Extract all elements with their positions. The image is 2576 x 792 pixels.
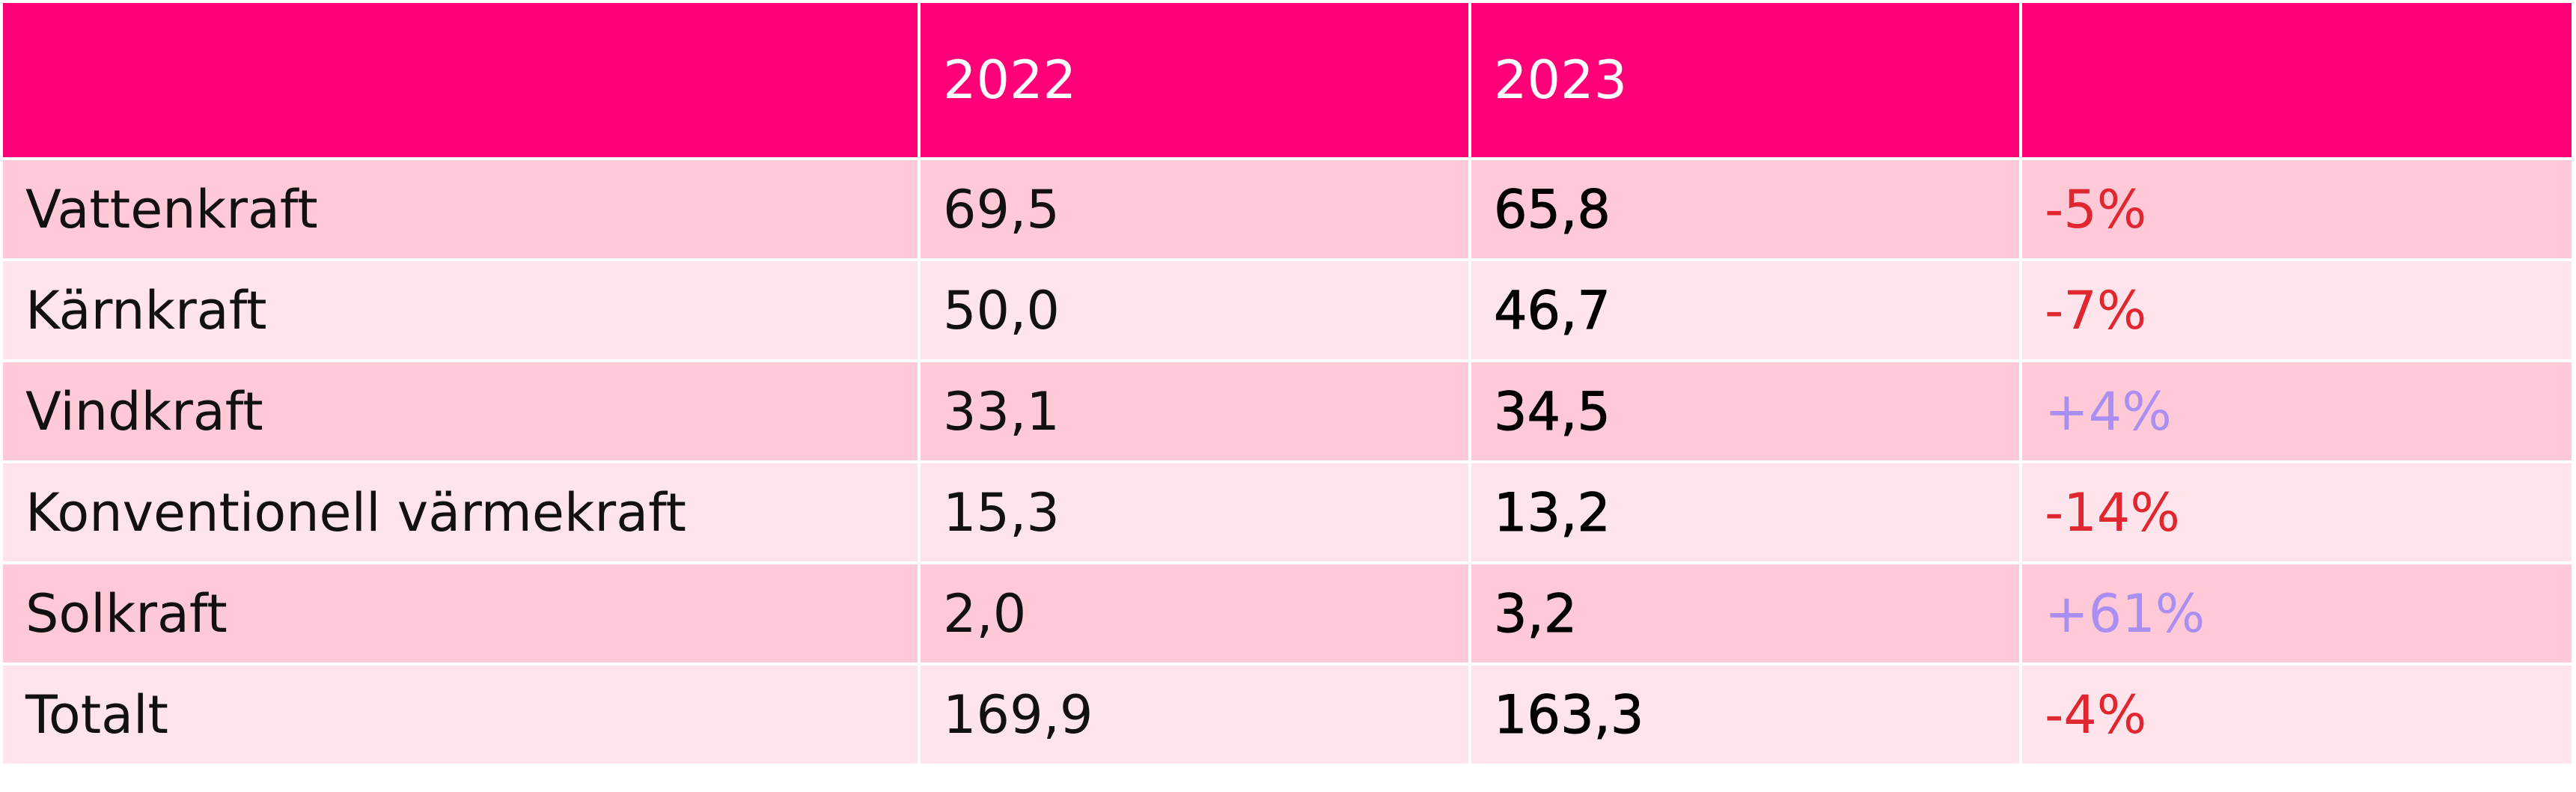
value-cell: 3,2 <box>1471 564 2019 662</box>
header-cell: 2023 <box>1471 3 2019 157</box>
change-cell: -5% <box>2022 160 2572 258</box>
change-cell: +61% <box>2022 564 2572 662</box>
row-label: Kärnkraft <box>3 261 918 359</box>
header-cell: 2022 <box>921 3 1468 157</box>
row-label: Vattenkraft <box>3 160 918 258</box>
row-label: Totalt <box>3 665 918 764</box>
value-cell: 163,3 <box>1471 665 2019 764</box>
change-cell: -14% <box>2022 463 2572 561</box>
header-cell <box>3 3 918 157</box>
value-cell: 33,1 <box>921 362 1468 460</box>
change-cell: +4% <box>2022 362 2572 460</box>
value-cell: 50,0 <box>921 261 1468 359</box>
value-cell: 13,2 <box>1471 463 2019 561</box>
change-cell: -4% <box>2022 665 2572 764</box>
value-cell: 15,3 <box>921 463 1468 561</box>
row-label: Solkraft <box>3 564 918 662</box>
row-label: Konventionell värmekraft <box>3 463 918 561</box>
change-cell: -7% <box>2022 261 2572 359</box>
value-cell: 46,7 <box>1471 261 2019 359</box>
value-cell: 65,8 <box>1471 160 2019 258</box>
data-table: 2022 2023 Vattenkraft 69,5 65,8 -5% Kärnkraft 5… <box>3 3 2572 764</box>
value-cell: 34,5 <box>1471 362 2019 460</box>
row-label: Vindkraft <box>3 362 918 460</box>
header-cell <box>2022 3 2572 157</box>
value-cell: 69,5 <box>921 160 1468 258</box>
value-cell: 169,9 <box>921 665 1468 764</box>
value-cell: 2,0 <box>921 564 1468 662</box>
